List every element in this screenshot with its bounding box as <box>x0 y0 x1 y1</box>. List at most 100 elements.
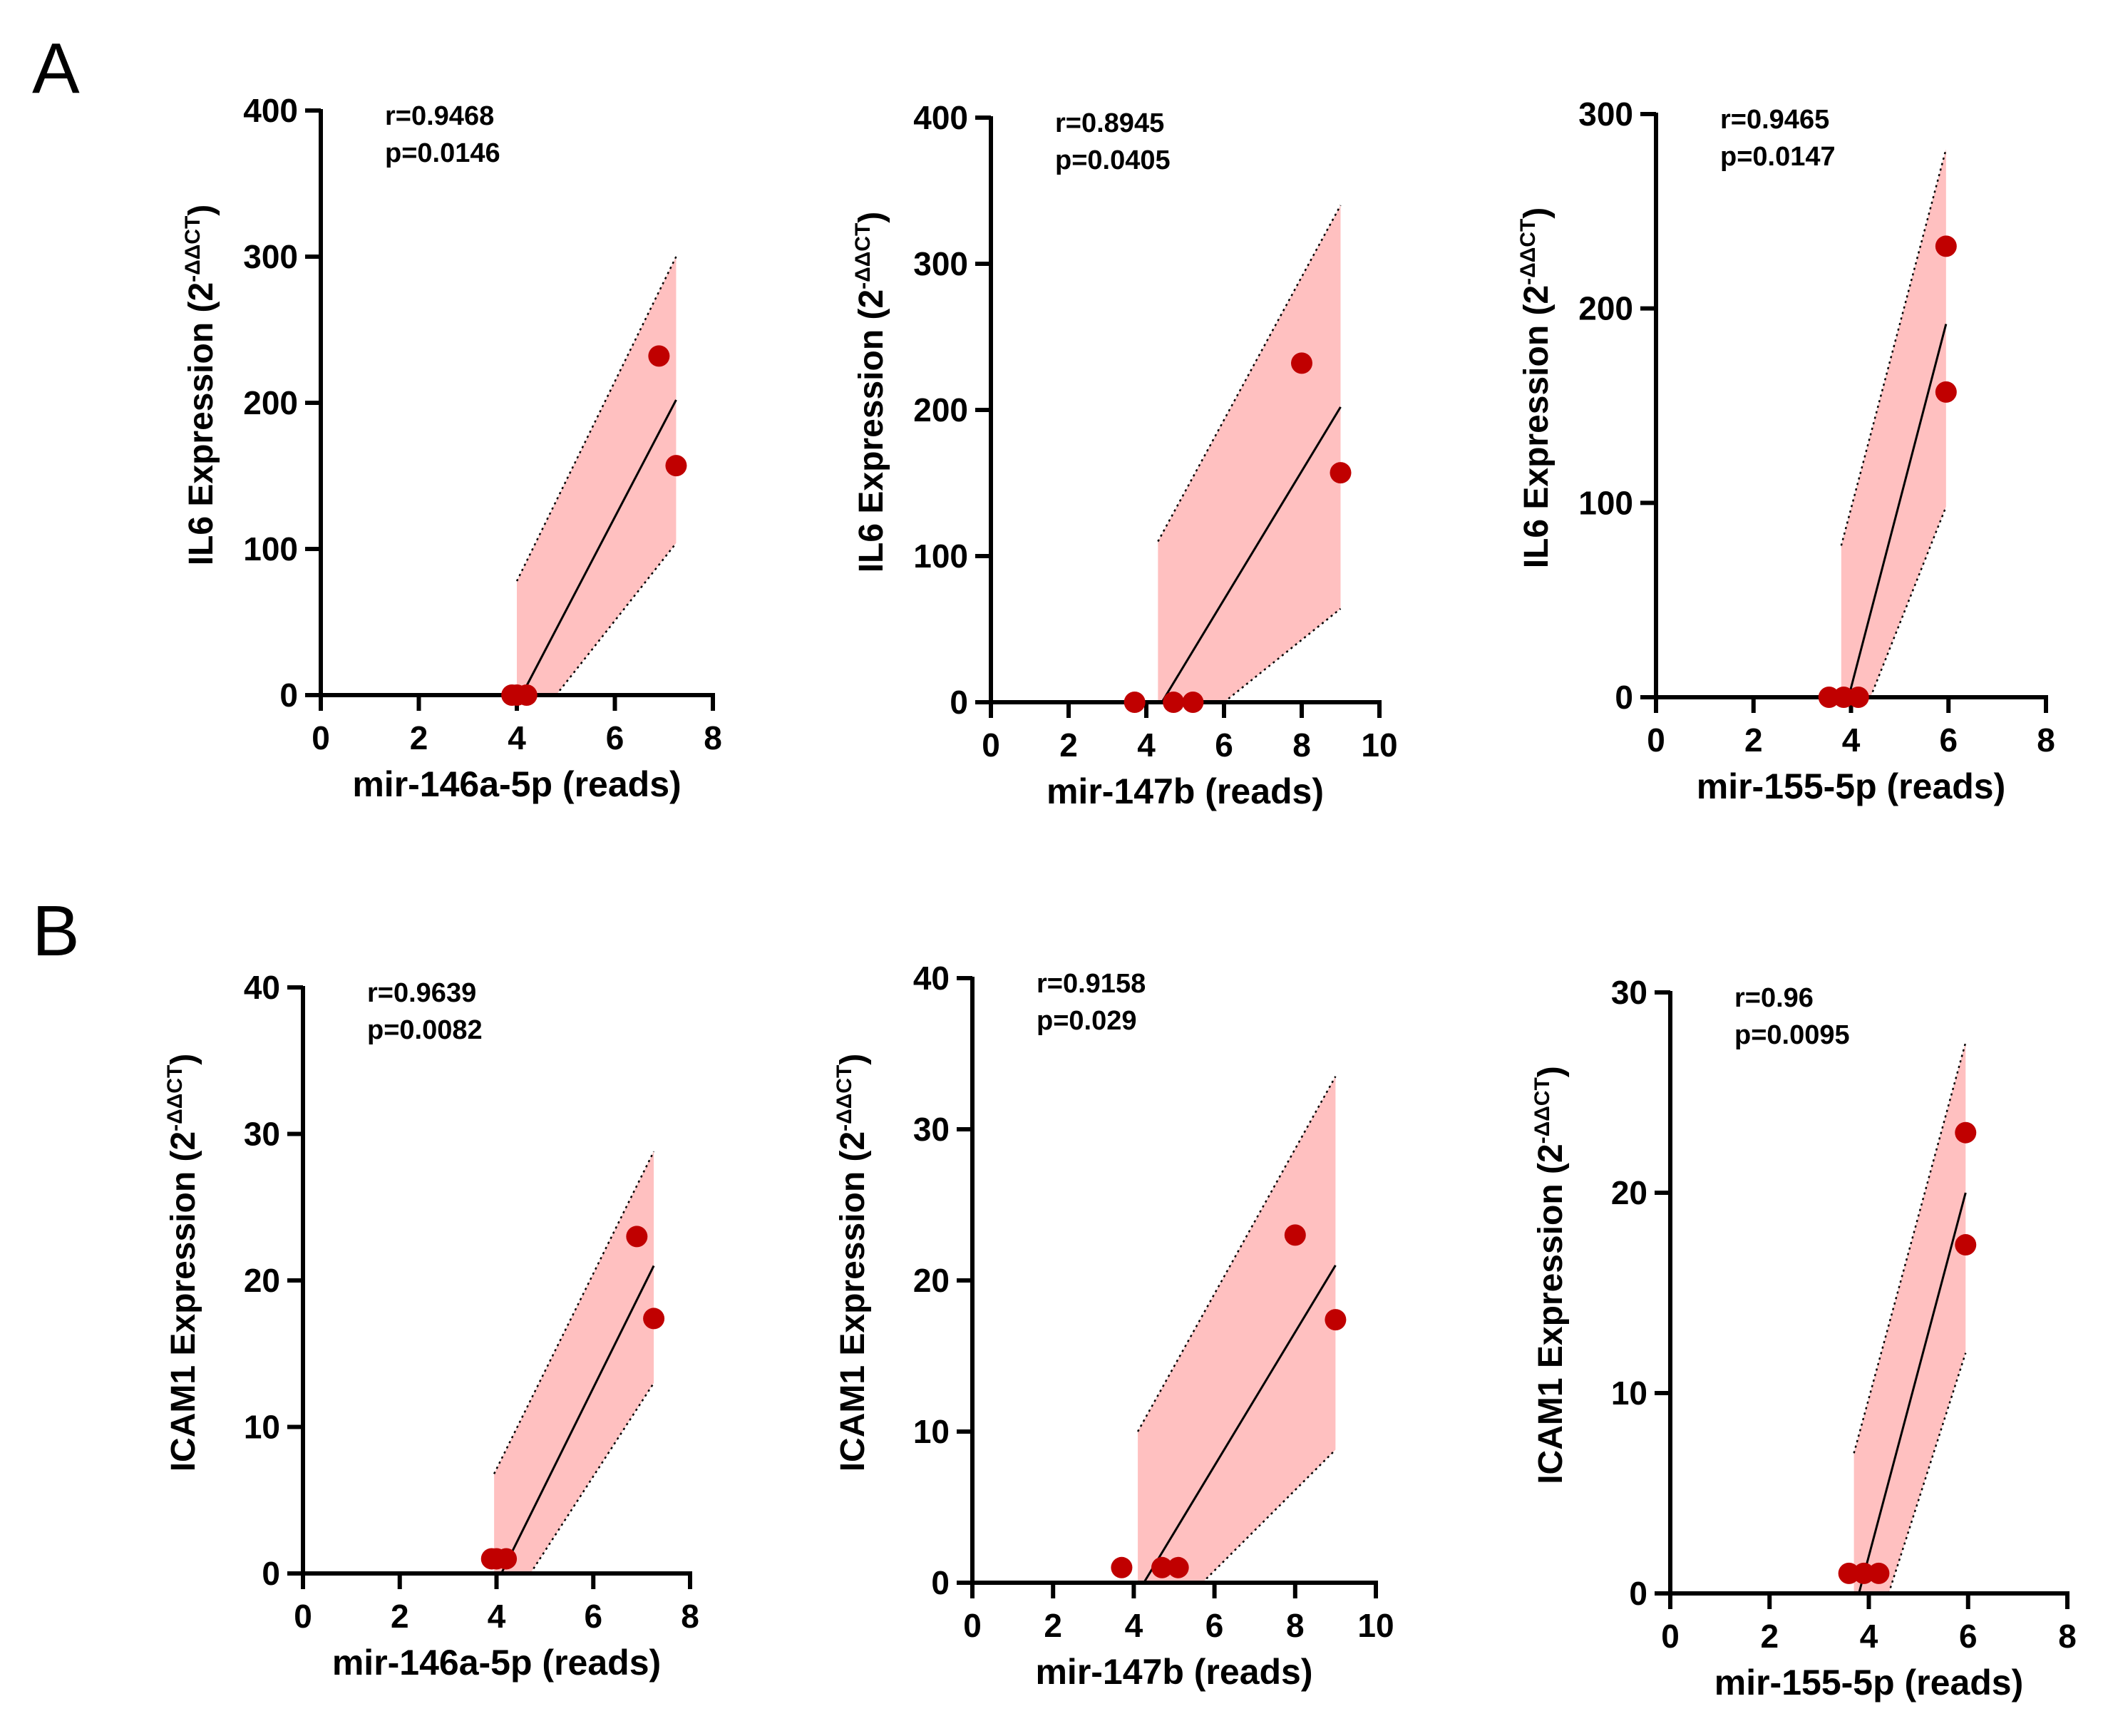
data-point <box>1111 1556 1133 1578</box>
data-point <box>1955 1234 1977 1256</box>
y-axis-label: ICAM1 Expression (2-ΔΔCT) <box>1531 1066 1570 1484</box>
data-point <box>1330 462 1352 484</box>
regression-line <box>520 399 677 696</box>
x-tick-label: 0 <box>312 719 330 756</box>
data-point <box>1868 1562 1890 1584</box>
x-tick-label: 4 <box>488 1598 506 1635</box>
y-axis-label-end: ) <box>1532 1066 1570 1077</box>
y-axis-label-superscript: -ΔΔCT <box>163 1065 187 1131</box>
data-point <box>1325 1309 1347 1331</box>
y-tick-label: 10 <box>913 1413 950 1450</box>
data-point <box>1151 1556 1173 1578</box>
confidence-band <box>494 1151 654 1573</box>
y-tick-label: 300 <box>1578 96 1633 133</box>
correlation-r: r=0.9468 <box>385 101 494 131</box>
y-tick-label: 400 <box>243 92 298 129</box>
y-axis-label-superscript: -ΔΔCT <box>181 216 205 282</box>
data-point <box>1935 381 1957 403</box>
y-axis-label-end: ) <box>853 212 890 223</box>
chart-3: 0 100 200 300 0 2 4 6 8 mir-155-5p (reads) IL6 Exp… <box>1516 96 2055 806</box>
y-tick-label: 0 <box>931 1564 950 1601</box>
regression-line <box>500 1265 655 1574</box>
y-axis-label-superscript: -ΔΔCT <box>1531 1077 1554 1144</box>
x-tick-label: 6 <box>1939 721 1958 759</box>
x-axis-label: mir-155-5p (reads) <box>1714 1663 2024 1702</box>
data-point <box>1853 1562 1875 1584</box>
y-axis-label: IL6 Expression (2-ΔΔCT) <box>181 205 220 566</box>
y-tick-label: 0 <box>1629 1575 1647 1612</box>
y-axis-label-main: ICAM1 Expression (2 <box>834 1131 872 1472</box>
data-point <box>1955 1121 1977 1144</box>
y-axis-label-main: IL6 Expression (2 <box>182 282 220 565</box>
x-tick-label: 6 <box>606 719 624 756</box>
x-tick-label: 4 <box>1125 1607 1143 1644</box>
regression-line <box>1858 1192 1967 1594</box>
x-tick-label: 8 <box>681 1598 699 1635</box>
y-tick-label: 300 <box>243 238 298 275</box>
chart-4: 0 10 20 30 40 0 2 4 6 8 mir-146a-5p (reads) ICAM1 E… <box>163 969 699 1683</box>
x-tick-label: 10 <box>1361 726 1397 764</box>
y-tick-label: 20 <box>1611 1174 1647 1211</box>
data-point <box>643 1308 665 1330</box>
p-value: p=0.029 <box>1037 1006 1137 1036</box>
y-axis-label: ICAM1 Expression (2-ΔΔCT) <box>163 1054 202 1472</box>
y-tick-label: 30 <box>244 1116 280 1153</box>
y-tick-label: 100 <box>1578 484 1633 521</box>
x-tick-label: 2 <box>1044 1607 1062 1644</box>
y-tick-label: 20 <box>913 1262 950 1299</box>
band-lower-bound <box>1223 607 1342 703</box>
y-tick-label: 10 <box>1611 1375 1647 1412</box>
y-tick-label: 40 <box>913 960 950 997</box>
y-tick-label: 0 <box>279 677 298 714</box>
y-axis-label-end: ) <box>834 1054 872 1065</box>
x-tick-label: 0 <box>1647 721 1665 759</box>
y-axis-label-end: ) <box>165 1054 202 1065</box>
x-tick-label: 8 <box>704 719 722 756</box>
x-tick-label: 0 <box>294 1598 312 1635</box>
regression-line <box>1847 324 1948 698</box>
x-axis-label: mir-155-5p (reads) <box>1697 766 2006 806</box>
y-axis-label-main: IL6 Expression (2 <box>853 289 890 572</box>
y-tick-label: 200 <box>913 391 968 428</box>
x-tick-label: 2 <box>391 1598 409 1635</box>
panel-letter-b: B <box>32 891 80 971</box>
x-tick-label: 0 <box>963 1607 982 1644</box>
correlation-r: r=0.96 <box>1734 983 1814 1013</box>
y-tick-label: 0 <box>1615 679 1633 716</box>
data-point <box>1833 687 1855 708</box>
x-tick-label: 4 <box>508 719 526 756</box>
chart-6: 0 10 20 30 0 2 4 6 8 mir-155-5p (reads) ICAM1 Expr… <box>1531 974 2077 1702</box>
y-axis-label-superscript: -ΔΔCT <box>833 1065 856 1131</box>
confidence-band <box>1841 149 1946 697</box>
y-tick-label: 30 <box>913 1111 950 1148</box>
band-lower-bound <box>529 1382 655 1574</box>
x-tick-label: 2 <box>410 719 428 756</box>
chart-1: 0 100 200 300 400 0 2 4 6 8 mir-146a-5p (reads) IL6… <box>181 92 722 804</box>
y-axis-label-main: ICAM1 Expression (2 <box>165 1131 202 1472</box>
data-point <box>1124 692 1146 713</box>
y-axis-label: IL6 Expression (2-ΔΔCT) <box>851 212 890 573</box>
y-axis-label-superscript: -ΔΔCT <box>1516 219 1540 285</box>
x-tick-label: 8 <box>2058 1618 2077 1655</box>
y-axis-label-end: ) <box>182 205 220 216</box>
y-tick-label: 200 <box>243 384 298 421</box>
correlation-r: r=0.9465 <box>1720 105 1829 135</box>
x-tick-label: 4 <box>1137 726 1156 764</box>
y-tick-label: 300 <box>913 245 968 282</box>
data-point <box>1167 1556 1189 1578</box>
data-point <box>1935 235 1957 257</box>
band-lower-bound <box>555 543 677 696</box>
data-point <box>626 1226 648 1248</box>
x-tick-label: 6 <box>1959 1618 1978 1655</box>
correlation-r: r=0.9158 <box>1037 969 1146 999</box>
y-tick-label: 100 <box>243 530 298 567</box>
data-point <box>1838 1562 1860 1584</box>
y-tick-label: 100 <box>913 538 968 575</box>
x-tick-label: 6 <box>1215 726 1233 764</box>
x-tick-label: 4 <box>1860 1618 1878 1655</box>
x-tick-label: 0 <box>1661 1618 1680 1655</box>
data-point <box>495 1548 518 1570</box>
correlation-r: r=0.8945 <box>1055 108 1164 138</box>
data-point <box>1847 687 1869 708</box>
